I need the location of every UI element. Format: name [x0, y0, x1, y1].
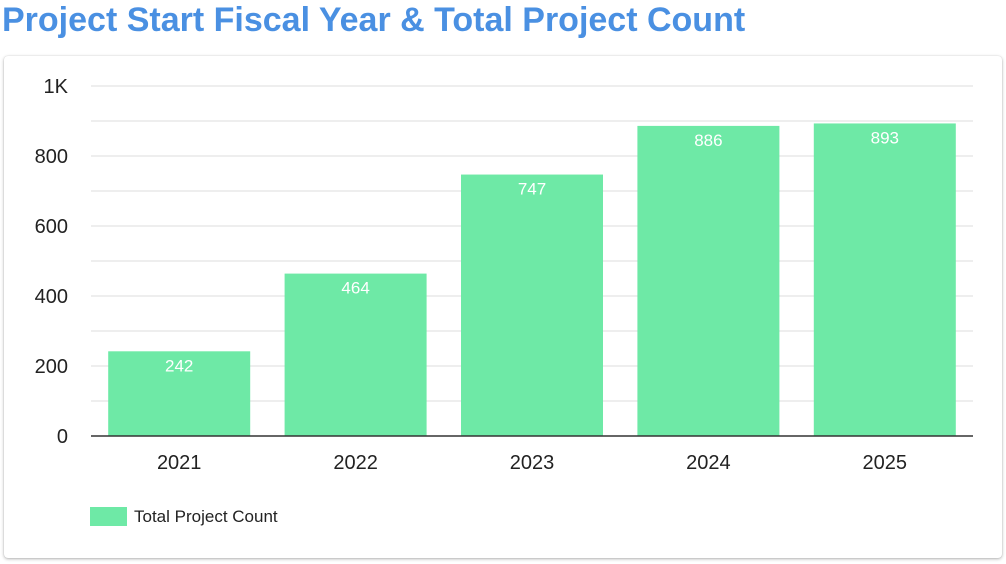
data-label-2025: 893 — [871, 128, 899, 147]
data-labels: 242 464 747 886 893 — [165, 128, 899, 375]
bar-2023 — [461, 174, 603, 437]
legend: Total Project Count — [90, 507, 278, 526]
x-tick-label: 2025 — [863, 452, 908, 474]
bar-2021 — [108, 351, 251, 436]
y-tick-label: 200 — [35, 356, 68, 378]
chart-card: 0 200 400 600 800 1K 242 464 747 886 893 2021 2022… — [4, 56, 1002, 558]
y-tick-label: 800 — [35, 146, 68, 168]
y-tick-label: 0 — [57, 426, 68, 448]
x-tick-label: 2024 — [686, 452, 731, 474]
legend-swatch — [90, 507, 127, 526]
y-tick-label: 600 — [35, 216, 68, 238]
bar-2024 — [637, 125, 780, 437]
bar-chart: 0 200 400 600 800 1K 242 464 747 886 893 2021 2022… — [35, 76, 973, 526]
x-tick-label: 2023 — [510, 452, 555, 474]
data-label-2023: 747 — [518, 180, 546, 199]
chart-title: Project Start Fiscal Year & Total Projec… — [2, 1, 746, 39]
data-label-2022: 464 — [341, 279, 369, 298]
bar-2022 — [284, 273, 427, 436]
x-axis-ticks: 2021 2022 2023 2024 2025 — [157, 452, 907, 474]
data-label-2024: 886 — [694, 131, 722, 150]
legend-label: Total Project Count — [134, 507, 278, 526]
x-tick-label: 2022 — [333, 452, 378, 474]
y-tick-label: 400 — [35, 286, 68, 308]
bars — [108, 123, 956, 437]
bar-2025 — [813, 123, 956, 436]
data-label-2021: 242 — [165, 356, 193, 375]
y-axis-ticks: 0 200 400 600 800 1K — [35, 76, 69, 448]
x-tick-label: 2021 — [157, 452, 202, 474]
y-tick-label: 1K — [44, 76, 69, 98]
